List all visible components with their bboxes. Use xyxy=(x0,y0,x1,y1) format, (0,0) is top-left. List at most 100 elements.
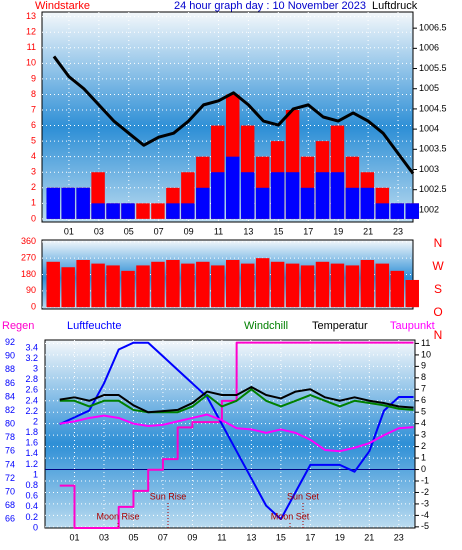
y2-tick-label: 5 xyxy=(421,407,426,417)
bar xyxy=(91,203,105,219)
direction-label: N xyxy=(434,236,443,250)
x-tick-label: 03 xyxy=(99,532,109,542)
x-tick-label: 13 xyxy=(246,532,256,542)
y-tick-label: 68 xyxy=(5,500,15,510)
legend-label: Windchill xyxy=(244,320,288,332)
x-tick-label: 11 xyxy=(217,532,226,542)
x-tick-label: 19 xyxy=(335,532,345,542)
y2-tick-label: 1005.5 xyxy=(419,63,447,73)
y-tick-label: 11 xyxy=(27,42,36,52)
y2-tick-label: 1006 xyxy=(419,43,439,53)
y-tick-label: 0 xyxy=(31,302,36,312)
bar xyxy=(166,203,180,219)
y-tick-label: 90 xyxy=(26,285,36,295)
bar xyxy=(330,172,345,219)
y2-tick-label: 7 xyxy=(421,384,426,394)
bar xyxy=(300,187,315,219)
y2-tick-label: 1004.5 xyxy=(419,103,447,113)
y-tick-label: 4 xyxy=(31,151,36,161)
x-tick-label: 07 xyxy=(154,226,164,236)
y3-tick-label: 0.4 xyxy=(25,501,38,511)
bar xyxy=(181,203,195,219)
line xyxy=(59,341,414,529)
y2-tick-label: 1003 xyxy=(419,164,439,174)
y3-tick-label: 0.6 xyxy=(25,491,38,501)
legend-label: Luftfeuchte xyxy=(67,320,121,332)
y-tick-label: 66 xyxy=(5,514,15,524)
y-tick-label: 1 xyxy=(31,198,36,208)
x-tick-label: 05 xyxy=(124,226,134,236)
y-tick-label: 80 xyxy=(5,419,15,429)
bar xyxy=(196,261,210,308)
bar xyxy=(315,172,330,219)
y2-tick-label: 1006.5 xyxy=(419,23,447,33)
y2-tick-label: -4 xyxy=(421,510,429,520)
bar xyxy=(226,156,240,219)
y2-tick-label: 1004 xyxy=(419,123,439,133)
bar xyxy=(405,203,419,219)
bar xyxy=(375,263,390,308)
y3-tick-label: 3 xyxy=(33,364,38,374)
direction-label: O xyxy=(433,305,442,319)
y-tick-label: 360 xyxy=(21,236,36,246)
bar xyxy=(390,203,405,219)
bar xyxy=(76,259,90,308)
bar xyxy=(106,265,120,308)
chart-title: 24 hour graph day : 10 November 2023 xyxy=(174,0,366,12)
y3-tick-label: 2.4 xyxy=(25,395,38,405)
x-tick-label: 23 xyxy=(393,226,403,236)
y2-tick-label: 4 xyxy=(421,418,426,428)
y-tick-label: 0 xyxy=(31,213,36,223)
bar xyxy=(106,203,120,219)
bar xyxy=(226,259,240,308)
bar xyxy=(181,263,195,308)
legend-label: Taupunkt xyxy=(390,320,435,332)
bar xyxy=(121,203,135,219)
y3-tick-label: 0.2 xyxy=(25,512,38,522)
bar xyxy=(285,172,300,219)
y-tick-label: 8 xyxy=(31,89,36,99)
y3-tick-label: 1.8 xyxy=(25,427,38,437)
x-tick-label: 07 xyxy=(158,532,168,542)
bar xyxy=(360,259,375,308)
bar xyxy=(270,172,285,219)
y-tick-label: 82 xyxy=(5,405,15,415)
bar xyxy=(136,265,150,308)
y-tick-label: 12 xyxy=(26,27,36,37)
bar xyxy=(255,258,270,308)
x-tick-label: 11 xyxy=(214,226,223,236)
y2-tick-label: 6 xyxy=(421,395,426,405)
legend-label: Temperatur xyxy=(312,320,368,332)
y3-tick-label: 2 xyxy=(33,416,38,426)
bar xyxy=(270,261,285,308)
x-tick-label: 01 xyxy=(64,226,74,236)
y3-tick-label: 2.8 xyxy=(25,374,38,384)
bar xyxy=(315,261,330,308)
y-tick-label: 92 xyxy=(5,337,15,347)
y-tick-label: 88 xyxy=(5,364,15,374)
x-tick-label: 15 xyxy=(273,226,283,236)
bar xyxy=(240,263,255,308)
y2-label: Luftdruck xyxy=(372,0,418,12)
bar xyxy=(121,270,135,308)
legend-label: Regen xyxy=(2,320,34,332)
y-tick-label: 3 xyxy=(31,167,36,177)
line xyxy=(59,386,414,414)
bar xyxy=(91,263,105,308)
y2-tick-label: 0 xyxy=(421,464,426,474)
bar xyxy=(46,261,60,308)
y-tick-label: 6 xyxy=(31,120,36,130)
y2-tick-label: 1003.5 xyxy=(419,144,447,154)
annotation: Moon Set xyxy=(271,511,310,521)
annotation: Sun Set xyxy=(287,491,320,501)
bar xyxy=(330,263,345,308)
y3-tick-label: 0.8 xyxy=(25,480,38,490)
bar xyxy=(211,172,225,219)
y3-tick-label: 1.6 xyxy=(25,438,38,448)
x-tick-label: 21 xyxy=(364,532,374,542)
bar xyxy=(76,187,90,219)
y2-tick-label: 2 xyxy=(421,441,426,451)
bar xyxy=(405,279,419,308)
plot-area xyxy=(44,339,416,529)
